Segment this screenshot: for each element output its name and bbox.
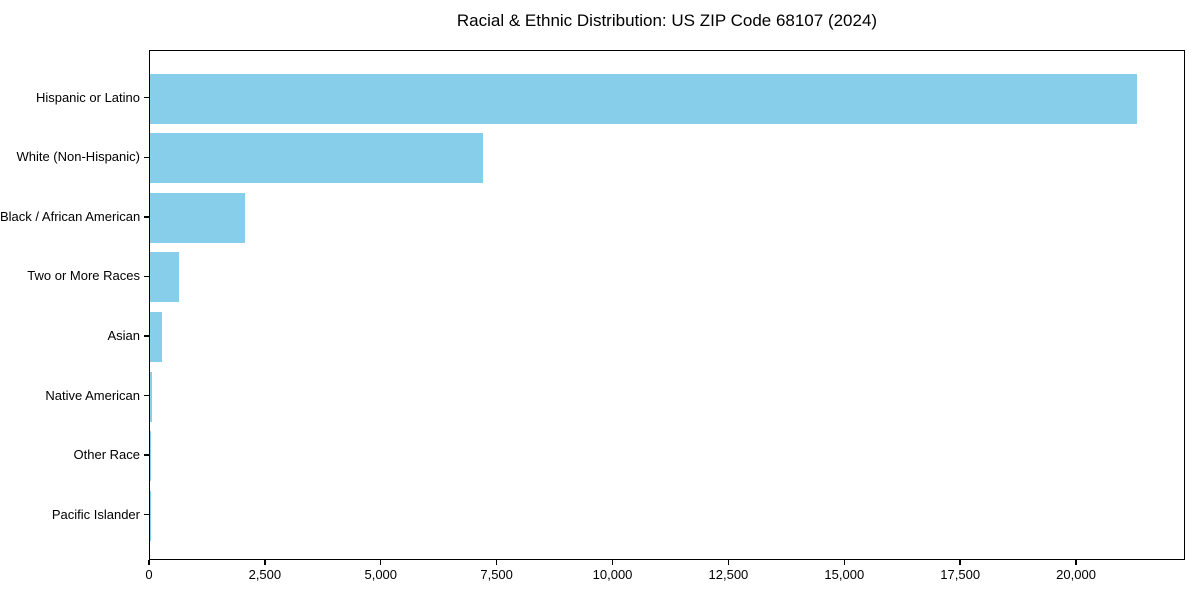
- x-tick-mark: [264, 560, 266, 565]
- x-tick-label-12500: 12,500: [708, 567, 749, 582]
- x-tick-mark: [495, 560, 498, 565]
- plot-area: [149, 50, 1185, 560]
- chart-title: Racial & Ethnic Distribution: US ZIP Cod…: [456, 11, 878, 30]
- bar-other-race: [150, 431, 151, 482]
- x-tick-mark: [380, 560, 382, 565]
- y-tick-label-black-african-american: Black / African American: [0, 208, 141, 224]
- x-tick-label-0: 0: [145, 567, 153, 582]
- y-tick-mark: [144, 454, 149, 456]
- x-tick-mark: [959, 560, 961, 565]
- y-tick-label-hispanic-or-latino: Hispanic or Latino: [35, 89, 140, 105]
- x-tick-label-2500: 2,500: [248, 567, 282, 582]
- x-tick-mark: [148, 560, 150, 565]
- bar-white-non-hispanic: [150, 133, 484, 184]
- y-tick-mark: [144, 335, 149, 337]
- y-tick-label-two-or-more-races: Two or More Races: [27, 268, 140, 284]
- y-tick-label-white-non-hispanic: White (Non-Hispanic): [16, 149, 140, 165]
- y-tick-label-native-american: Native American: [45, 387, 140, 403]
- bar-black-african-american: [150, 192, 246, 243]
- x-tick-label-5000: 5,000: [364, 567, 398, 582]
- bar-hispanic-or-latino: [150, 73, 1138, 124]
- x-tick-mark: [843, 560, 845, 565]
- bar-native-american: [150, 371, 152, 422]
- y-tick-mark: [144, 394, 149, 397]
- y-tick-label-other-race: Other Race: [73, 447, 140, 463]
- bar-asian: [150, 311, 163, 362]
- x-tick-mark: [727, 560, 730, 565]
- x-tick-mark: [611, 560, 614, 565]
- bar-two-or-more-races: [150, 252, 180, 303]
- x-tick-label-20000: 20,000: [1056, 567, 1096, 582]
- x-tick-mark: [1075, 560, 1077, 565]
- x-tick-label-7500: 7,500: [480, 567, 513, 582]
- x-tick-label-10000: 10,000: [592, 567, 633, 582]
- x-tick-label-15000: 15,000: [824, 567, 865, 582]
- y-tick-mark: [144, 97, 149, 99]
- y-tick-mark: [144, 513, 149, 516]
- y-tick-label-pacific-islander: Pacific Islander: [51, 506, 140, 522]
- y-tick-mark: [144, 216, 149, 218]
- y-tick-label-asian: Asian: [107, 327, 140, 343]
- y-tick-mark: [144, 275, 149, 278]
- x-tick-label-17500: 17,500: [940, 567, 981, 582]
- y-tick-mark: [144, 156, 149, 158]
